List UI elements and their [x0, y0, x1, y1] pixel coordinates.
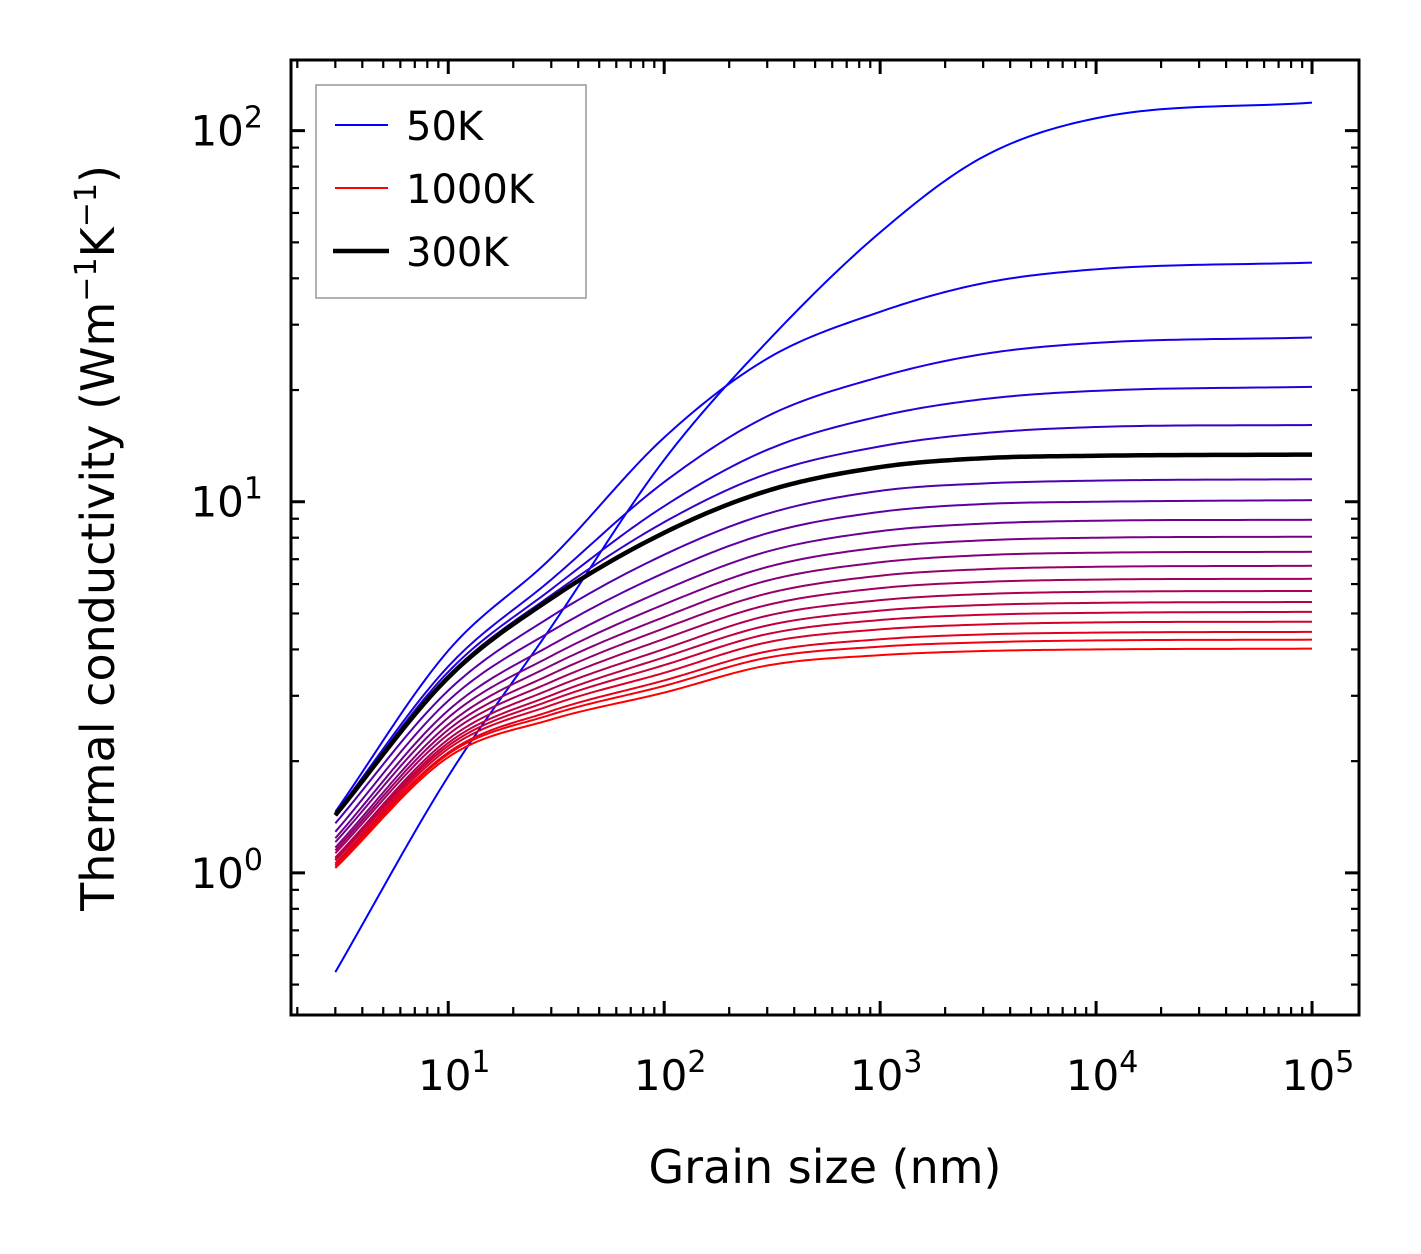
series-line-150k: [334, 336, 1313, 815]
y-axis-label-mid: K: [71, 225, 125, 257]
x-tick-label: 105: [1282, 1045, 1355, 1100]
series-line-550k: [334, 550, 1313, 849]
series-layer: [333, 101, 1313, 973]
series-line-450k: [334, 518, 1313, 839]
legend-label-50k: 50K: [406, 104, 485, 150]
y-axis-label: Thermal conductivity (Wm−1K−1): [69, 165, 125, 912]
x-tick-label: 103: [850, 1045, 923, 1100]
x-tick-label: 101: [418, 1045, 491, 1100]
tick-label-exponent: 1: [471, 1045, 490, 1080]
legend-label-1000k: 1000K: [406, 167, 536, 213]
tick-label-exponent: 4: [1119, 1045, 1138, 1080]
series-line-500k: [334, 535, 1313, 843]
tick-label-exponent: 2: [244, 101, 263, 136]
series-line-200k: [334, 385, 1313, 816]
series-line-100k: [334, 261, 1313, 813]
y-tick-label: 101: [190, 472, 263, 527]
y-axis-label-sup1: −1: [69, 257, 104, 301]
x-tick-label: 102: [634, 1045, 707, 1100]
series-line-350k: [334, 478, 1313, 824]
tick-label-exponent: 5: [1335, 1045, 1354, 1080]
x-axis-label: Grain size (nm): [649, 1140, 1002, 1194]
series-line-1000k: [334, 647, 1313, 869]
series-line-900k: [334, 630, 1313, 866]
tick-label-base: 10: [190, 478, 243, 527]
y-axis-label-main: Thermal conductivity (Wm: [71, 302, 125, 912]
y-tick-label: 102: [190, 101, 263, 156]
tick-label-base: 10: [1282, 1051, 1335, 1100]
series-line-800k: [334, 610, 1313, 862]
series-line-600k: [334, 564, 1313, 852]
plot-frame: [289, 58, 1361, 1017]
series-line-300k-highlight: [333, 452, 1313, 817]
tick-label-exponent: 1: [244, 472, 263, 507]
series-line-750k: [334, 600, 1313, 860]
series-line-850k: [334, 620, 1313, 865]
series-line-950k: [334, 638, 1313, 868]
series-line-400k: [334, 499, 1313, 833]
tick-label-exponent: 0: [244, 843, 263, 878]
tick-label-exponent: 2: [687, 1045, 706, 1080]
legend-box: [315, 84, 587, 299]
tick-label-base: 10: [190, 849, 243, 898]
y-tick-label: 100: [190, 843, 263, 898]
tick-label-exponent: 3: [903, 1045, 922, 1080]
tick-label-base: 10: [1066, 1051, 1119, 1100]
legend-label-300k: 300K: [406, 230, 510, 276]
series-line-650k: [334, 577, 1313, 854]
tick-label-base: 10: [418, 1051, 471, 1100]
tick-label-base: 10: [634, 1051, 687, 1100]
series-line-700k: [334, 589, 1313, 859]
tick-label-base: 10: [190, 107, 243, 156]
y-axis-label-sup2: −1: [69, 183, 104, 227]
series-line-50k: [334, 101, 1313, 973]
tick-label-base: 10: [850, 1051, 903, 1100]
legend: 50K 1000K 300K: [315, 84, 587, 299]
y-axis-label-end: ): [71, 165, 125, 183]
x-tick-labels: 101 102 103 104 105: [418, 1045, 1354, 1100]
x-tick-label: 104: [1066, 1045, 1139, 1100]
